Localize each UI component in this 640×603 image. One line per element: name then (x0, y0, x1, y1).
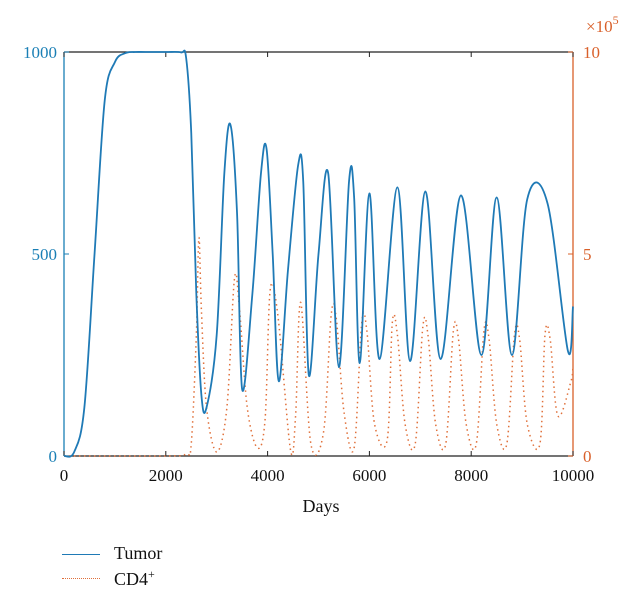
right-axis-multiplier: ×105 (586, 13, 619, 36)
right-axis-multiplier-exp: 5 (613, 13, 619, 27)
legend-label-tumor: Tumor (114, 543, 163, 563)
legend-label-cd4-base: CD4 (114, 569, 149, 589)
left-tick-label: 0 (49, 447, 58, 466)
right-axis-multiplier-base: ×10 (586, 17, 613, 36)
legend-swatch-cd4 (62, 578, 100, 579)
x-tick-label: 6000 (352, 466, 386, 485)
legend-label-cd4: CD4+ (114, 567, 155, 590)
x-tick-label: 10000 (552, 466, 595, 485)
legend-swatch-tumor (62, 554, 100, 555)
x-tick-label: 0 (60, 466, 69, 485)
left-tick-label: 500 (32, 245, 58, 264)
right-tick-label: 10 (583, 43, 600, 62)
right-tick-label: 0 (583, 447, 592, 466)
x-tick-label: 4000 (251, 466, 285, 485)
x-tick-label: 2000 (149, 466, 183, 485)
x-axis-label: Days (303, 496, 340, 516)
legend-label-cd4-sup: + (148, 567, 155, 581)
series-line-cd4 (63, 237, 574, 457)
series-line-tumor (63, 49, 574, 458)
x-tick-label: 8000 (454, 466, 488, 485)
right-tick-label: 5 (583, 245, 592, 264)
left-tick-label: 1000 (23, 43, 57, 62)
